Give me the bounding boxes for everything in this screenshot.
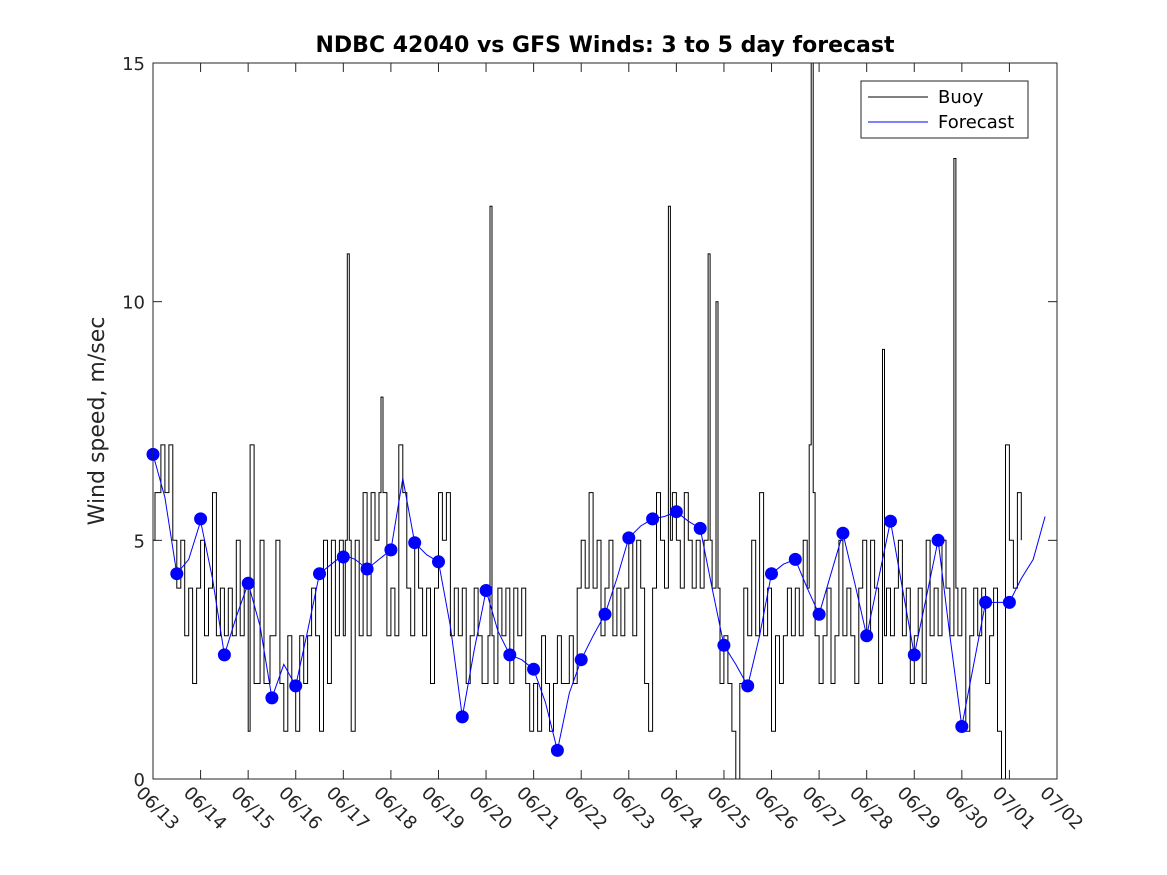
- plot-area: [153, 63, 1057, 779]
- legend-buoy-label: Buoy: [938, 87, 984, 108]
- forecast-marker: [812, 607, 826, 621]
- forecast-marker: [693, 521, 707, 535]
- forecast-marker: [550, 743, 564, 757]
- forecast-marker: [717, 638, 731, 652]
- forecast-marker: [455, 710, 469, 724]
- y-tick-label: 0: [134, 770, 145, 791]
- forecast-marker: [622, 531, 636, 545]
- forecast-marker: [955, 720, 969, 733]
- forecast-marker: [884, 514, 897, 528]
- forecast-marker: [384, 543, 398, 557]
- forecast-marker: [241, 576, 255, 590]
- forecast-marker: [931, 533, 945, 547]
- forecast-marker: [598, 607, 612, 621]
- legend-box: [860, 80, 1029, 139]
- forecast-marker: [646, 512, 660, 526]
- forecast-marker: [313, 567, 326, 581]
- y-tick-label: 5: [134, 531, 145, 552]
- forecast-marker: [503, 648, 517, 662]
- y-tick-label: 10: [122, 293, 145, 314]
- y-tick-label: 15: [122, 54, 145, 75]
- forecast-marker: [907, 648, 921, 662]
- forecast-marker: [765, 567, 778, 581]
- series-line-forecast: [153, 454, 1046, 751]
- y-axis-label: Wind speed, m/sec: [85, 317, 110, 526]
- forecast-marker: [265, 691, 279, 705]
- forecast-marker: [527, 662, 541, 676]
- forecast-marker: [479, 584, 493, 597]
- forecast-marker: [360, 562, 374, 576]
- forecast-marker: [836, 526, 850, 540]
- forecast-marker: [741, 679, 755, 693]
- forecast-marker: [574, 653, 588, 667]
- forecast-marker: [194, 512, 208, 526]
- forecast-marker: [979, 595, 993, 609]
- series-line-buoy: [153, 63, 1022, 779]
- forecast-marker: [860, 629, 874, 643]
- legend: Buoy Forecast: [860, 80, 1029, 139]
- forecast-marker: [408, 536, 422, 550]
- forecast-marker: [217, 648, 231, 662]
- forecast-marker: [170, 567, 184, 581]
- forecast-marker: [788, 552, 802, 566]
- forecast-marker: [669, 505, 683, 519]
- forecast-marker: [432, 555, 445, 569]
- chart-title: NDBC 42040 vs GFS Winds: 3 to 5 day fore…: [316, 33, 895, 58]
- forecast-marker: [336, 550, 350, 564]
- axes-box: [152, 62, 1058, 780]
- forecast-marker: [1002, 595, 1016, 609]
- forecast-marker: [289, 679, 303, 693]
- series-layer: [153, 63, 1046, 779]
- legend-forecast-label: Forecast: [938, 112, 1014, 133]
